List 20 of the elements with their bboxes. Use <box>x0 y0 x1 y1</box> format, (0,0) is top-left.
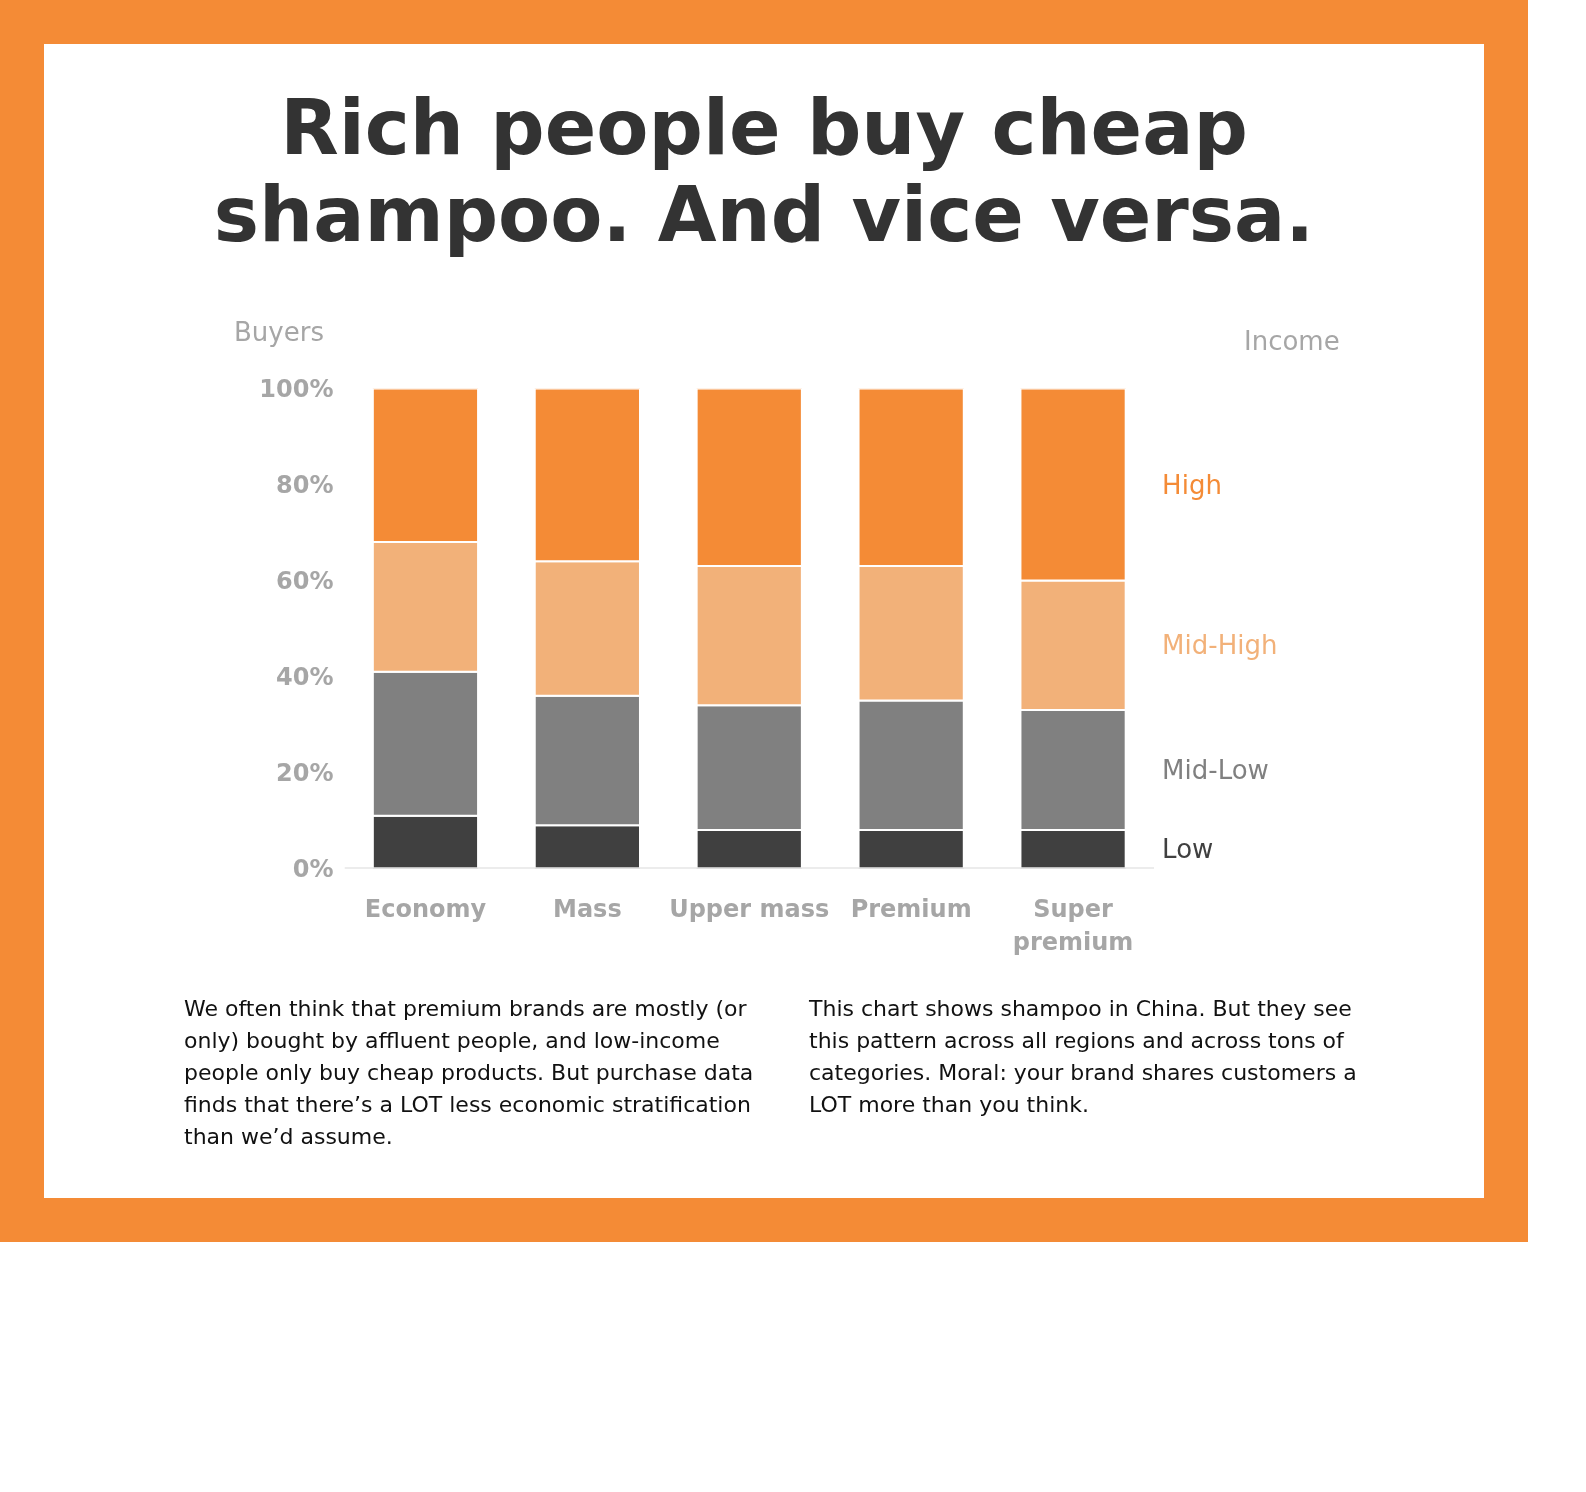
series-label: Mid-Low <box>1162 755 1269 786</box>
y-tick-label: 0% <box>292 854 334 883</box>
text: This chart shows shampoo in China. But they see this pattern across all regions and across tons of categories. Moral: your brand shares customers a LOT more than you think. <box>809 995 1358 1119</box>
y-tick-label: 100% <box>259 374 334 403</box>
series-label: Mid-High <box>1162 630 1278 661</box>
y-tick-label: 40% <box>276 662 334 691</box>
y-tick-label: 80% <box>276 470 334 499</box>
text: We often think that premium brands are mostly (or only) bought by affluent people, and low-income people only buy cheap products. But purchase data finds that there’s a LOT less economic stratification than we’d assume. <box>184 995 755 1151</box>
chart-title: Rich people buy cheap shampoo. And vice versa. <box>212 83 1316 260</box>
y-tick-label: 60% <box>276 566 334 595</box>
series-label: High <box>1162 469 1222 500</box>
y-axis-title: Buyers <box>234 316 324 349</box>
x-tick-label: Upper mass <box>669 894 830 923</box>
x-tick-label: Economy <box>364 894 487 923</box>
x-tick-label: Super premium <box>1012 894 1134 957</box>
x-tick-label: Premium <box>850 894 972 923</box>
legend-title: Income <box>1244 325 1340 358</box>
series-label: Low <box>1162 834 1214 865</box>
y-tick-label: 20% <box>276 758 334 787</box>
x-tick-label: Mass <box>553 894 622 923</box>
